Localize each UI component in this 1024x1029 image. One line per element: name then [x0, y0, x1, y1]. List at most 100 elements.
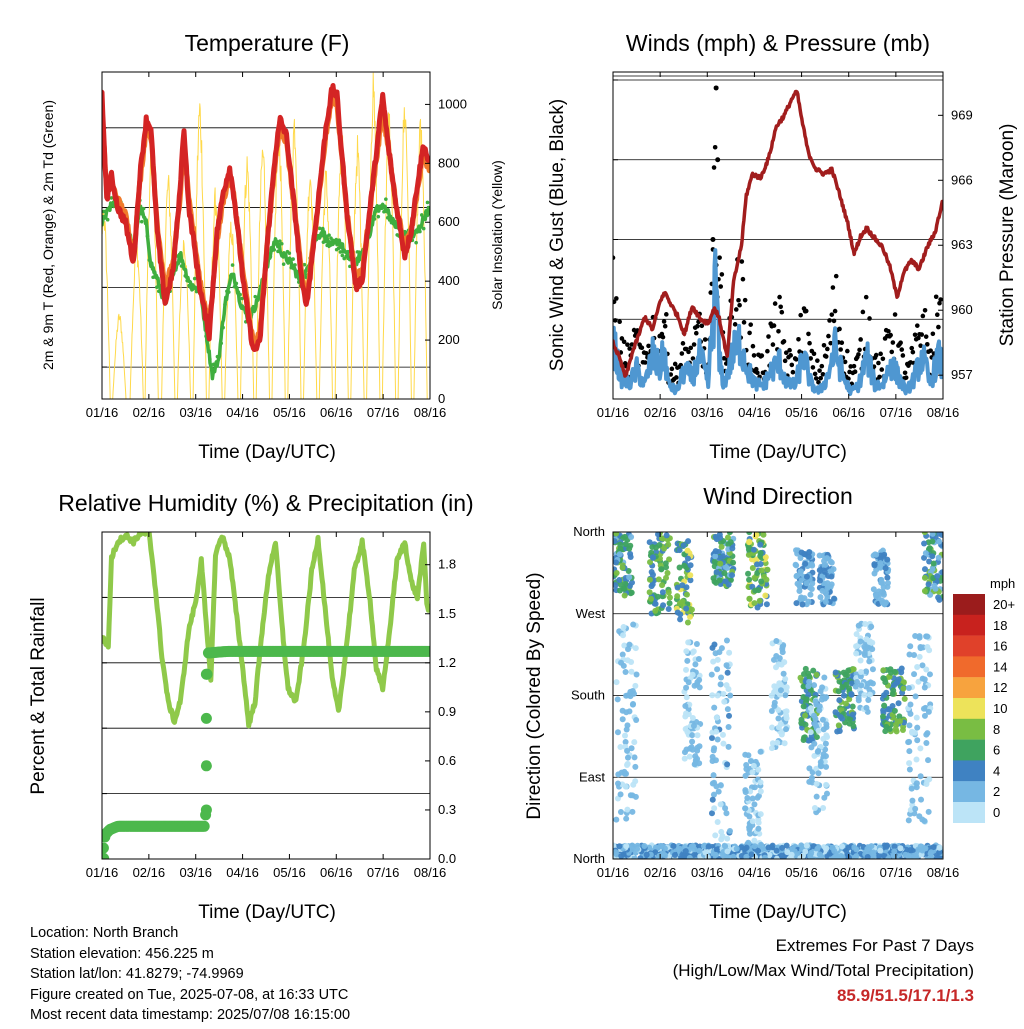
gust-point [646, 343, 651, 349]
winds-y2tick-label: 963 [951, 237, 973, 252]
solar-insolation-line [397, 107, 412, 399]
gust-point [808, 356, 813, 361]
gust-point [672, 361, 678, 367]
solar-insolation-line [112, 313, 127, 399]
direction-point [848, 691, 855, 698]
gust-point [621, 339, 627, 345]
winds-ytick-label: 20 [591, 231, 605, 246]
direction-point [743, 853, 750, 859]
gust-point [669, 366, 675, 372]
direction-point [693, 640, 700, 647]
gust-point [702, 337, 708, 342]
direction-point [906, 738, 913, 745]
direction-point [881, 601, 888, 608]
direction-point [880, 667, 887, 674]
extremes-title: Extremes For Past 7 Days [775, 936, 974, 955]
gust-point [619, 336, 625, 341]
direction-point [799, 852, 806, 859]
gust-peak-point [715, 157, 721, 163]
direction-point [729, 545, 736, 552]
direction-point [885, 706, 892, 713]
direction-xtick-label: 02/16 [644, 865, 677, 880]
direction-point [780, 670, 787, 677]
direction-point [899, 726, 906, 733]
direction-point [705, 843, 712, 850]
rainfall-jump-point [200, 668, 212, 680]
direction-point [839, 854, 846, 859]
gust-point [923, 334, 929, 339]
direction-point [672, 852, 679, 859]
speed-legend-swatch [953, 739, 985, 761]
direction-point [802, 665, 809, 672]
gust-point [880, 356, 886, 362]
gust-point [858, 337, 863, 342]
direction-point [908, 785, 915, 792]
direction-point [712, 650, 719, 657]
direction-point [717, 801, 724, 808]
direction-point [722, 578, 729, 585]
gust-point [806, 331, 811, 337]
gust-point [878, 351, 883, 357]
gust-point [889, 349, 895, 355]
dewpoint-point [103, 215, 108, 219]
direction-point [911, 852, 918, 859]
speed-legend-label: 4 [993, 763, 1000, 778]
humidity-xtick-label: 07/16 [367, 865, 400, 880]
direction-point [882, 565, 889, 572]
direction-point [881, 702, 888, 709]
gust-point [826, 333, 831, 339]
direction-point [870, 586, 877, 593]
humidity-title: Relative Humidity (%) & Precipitation (i… [58, 490, 473, 516]
direction-point [724, 761, 731, 768]
direction-point [924, 633, 931, 640]
direction-point [828, 573, 835, 580]
direction-point [801, 551, 808, 558]
dewpoint-point [283, 254, 288, 259]
winds-xtick-label: 08/16 [927, 405, 960, 420]
gust-point [928, 348, 933, 353]
direction-point [758, 578, 765, 585]
direction-point [724, 854, 731, 859]
direction-point [757, 811, 764, 818]
dewpoint-point [346, 249, 350, 254]
direction-point [623, 815, 630, 822]
gust-point [823, 354, 829, 359]
direction-point [725, 723, 732, 730]
gust-point [708, 290, 714, 295]
direction-point [684, 555, 691, 562]
gust-point [832, 308, 838, 314]
direction-point [614, 780, 621, 787]
direction-point [822, 740, 829, 747]
direction-point [660, 602, 667, 609]
direction-point [721, 570, 728, 577]
direction-point [812, 698, 819, 705]
direction-point [743, 844, 750, 851]
direction-point [813, 780, 820, 787]
dewpoint-point [336, 246, 341, 251]
humidity-xtick-label: 04/16 [226, 865, 259, 880]
dewpoint-point [268, 254, 273, 259]
direction-point [857, 657, 864, 664]
direction-point [881, 692, 888, 699]
dewpoint-point [105, 217, 110, 222]
direction-point [869, 646, 876, 653]
gust-point [888, 332, 893, 338]
dewpoint-point [251, 304, 256, 309]
gust-point [748, 322, 754, 327]
humidity-y2tick-label: 1.5 [438, 606, 456, 621]
gust-point [751, 353, 757, 358]
dewpoint-point [145, 234, 150, 239]
gust-point [755, 370, 760, 376]
temperature-y2tick-label: 0 [438, 391, 445, 406]
direction-point [631, 739, 638, 746]
dewpoint-point [420, 213, 424, 217]
direction-point [620, 632, 627, 639]
direction-point [929, 538, 936, 545]
direction-point [684, 547, 691, 554]
direction-point [627, 553, 634, 560]
direction-point [814, 748, 821, 755]
gust-point [890, 340, 896, 345]
direction-point [921, 684, 928, 691]
direction-point [745, 570, 752, 577]
direction-point [747, 788, 754, 795]
